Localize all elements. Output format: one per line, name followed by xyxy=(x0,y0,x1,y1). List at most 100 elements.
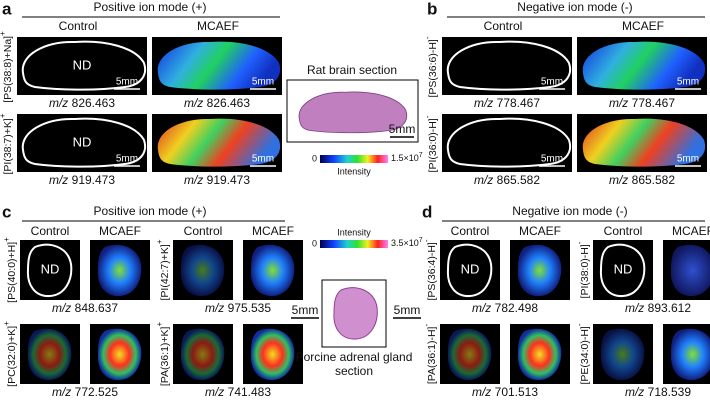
column-header: Control xyxy=(31,224,70,238)
ion-charge: - xyxy=(422,239,431,242)
nd-label: ND xyxy=(73,134,92,149)
tissue-shape xyxy=(670,328,710,381)
tissue-shape xyxy=(21,117,146,168)
mz-prefix: m/z xyxy=(49,96,68,110)
column-header: Control xyxy=(184,224,223,238)
tissue-shape xyxy=(517,244,562,297)
ion-name: [PE(34:0)-H] xyxy=(579,326,591,384)
caption: Rat brain section xyxy=(307,63,397,77)
tissue xyxy=(517,328,562,381)
column-header: MCAEF xyxy=(519,224,561,238)
tissue xyxy=(670,244,710,297)
mz-label: m/z 865.582 xyxy=(609,173,675,187)
tissue-shape xyxy=(670,244,710,297)
mz-value: 919.473 xyxy=(72,173,116,187)
mz-value: 865.582 xyxy=(632,173,676,187)
ion-charge: - xyxy=(423,115,432,118)
ion-charge: + xyxy=(2,321,11,326)
mz-value: 826.463 xyxy=(207,96,251,110)
column-header: MCAEF xyxy=(672,224,710,238)
mz-label: m/z 826.463 xyxy=(184,96,250,110)
ion-charge: + xyxy=(155,322,164,327)
panel-letter: d xyxy=(422,202,432,221)
ion-name: [PS(36:6)-H] xyxy=(427,39,439,97)
scale-bar-label: 5mm xyxy=(252,154,274,165)
tissue-fill xyxy=(180,244,225,297)
colorbar-min: 0 xyxy=(312,238,317,248)
ion-label: [PI(38:7)+K]+ xyxy=(0,113,14,174)
tissue-shape xyxy=(157,41,281,90)
mz-value: 782.498 xyxy=(495,301,539,315)
mz-prefix: m/z xyxy=(474,173,493,187)
colorbar-max-exp: 7 xyxy=(419,237,423,244)
image-tile xyxy=(20,240,80,300)
ion-name: [PS(38:8)+Na] xyxy=(2,36,14,103)
tissue xyxy=(582,41,706,90)
tissue-shape xyxy=(446,243,493,298)
tissue-fill xyxy=(447,328,492,381)
ion-name: [PA(36:1)-H] xyxy=(426,326,438,384)
ion-charge: - xyxy=(575,241,584,244)
ion-label: [PI(42:7)+K]+ xyxy=(155,239,171,300)
mz-value: 741.483 xyxy=(228,385,272,399)
mz-prefix: m/z xyxy=(474,96,493,110)
scale-bar-label: 5mm xyxy=(116,154,138,165)
mz-prefix: m/z xyxy=(625,385,644,399)
panel-letter: b xyxy=(427,0,437,18)
ion-name: [PS(40:0)+H] xyxy=(6,242,18,303)
ion-name: [PA(36:1)+K] xyxy=(159,326,171,386)
ion-charge: + xyxy=(2,237,11,242)
ion-label: [PI(38:0)-H]- xyxy=(575,241,591,298)
tissue xyxy=(599,243,646,298)
panel-title: Negative ion mode (-) xyxy=(512,204,627,218)
ion-label: [PS(40:0)+H]+ xyxy=(2,237,18,303)
nd-label: ND xyxy=(73,57,92,72)
mz-prefix: m/z xyxy=(52,385,71,399)
mz-label: m/z 848.637 xyxy=(52,301,118,315)
panel-title: Positive ion mode (+) xyxy=(93,204,206,218)
tissue-shape xyxy=(250,328,295,381)
tissue-image xyxy=(333,287,378,340)
scale-bar-label: 5mm xyxy=(541,77,563,88)
ion-label: [PA(36:1)+K]+ xyxy=(155,322,171,387)
column-header: MCAEF xyxy=(99,224,141,238)
scale-bar-label: 5mm xyxy=(116,77,138,88)
scale-bar-label: 5mm xyxy=(394,303,421,317)
tissue xyxy=(157,41,281,90)
colorbar-max: 3.5×107 xyxy=(391,237,423,249)
column-header: Control xyxy=(59,19,98,33)
mz-prefix: m/z xyxy=(205,301,224,315)
mz-label: m/z 778.467 xyxy=(474,96,540,110)
mz-value: 975.535 xyxy=(228,301,272,315)
column-header: MCAEF xyxy=(197,19,239,33)
ion-charge: - xyxy=(422,324,431,327)
column-header: Control xyxy=(604,224,643,238)
image-tile xyxy=(17,37,147,95)
column-header: MCAEF xyxy=(252,224,294,238)
mz-label: m/z 919.473 xyxy=(184,173,250,187)
mz-label: m/z 701.513 xyxy=(472,385,538,399)
mz-value: 772.525 xyxy=(75,385,119,399)
tissue xyxy=(26,243,73,298)
mz-value: 778.467 xyxy=(497,96,541,110)
ion-label: [PS(36:4)-H]- xyxy=(422,239,438,300)
mz-prefix: m/z xyxy=(205,385,224,399)
scale-bar-label: 5mm xyxy=(541,154,563,165)
ion-name: [PS(36:4)-H] xyxy=(426,242,438,300)
tissue-shape xyxy=(250,244,295,297)
tissue-shape xyxy=(97,328,142,381)
image-tile xyxy=(440,240,500,300)
tissue xyxy=(582,118,706,167)
mz-label: m/z 919.473 xyxy=(49,173,115,187)
ion-label: [PE(34:0)-H]- xyxy=(575,323,591,384)
tissue-shape xyxy=(446,117,571,168)
ion-charge: - xyxy=(575,323,584,326)
caption: section xyxy=(335,364,373,378)
ion-label: [PA(36:1)-H]- xyxy=(422,324,438,385)
tissue-shape xyxy=(599,243,646,298)
colorbar xyxy=(320,155,388,163)
mz-label: m/z 741.483 xyxy=(205,385,271,399)
mz-value: 848.637 xyxy=(75,301,119,315)
tissue-fill xyxy=(600,328,645,381)
